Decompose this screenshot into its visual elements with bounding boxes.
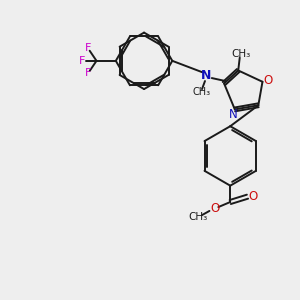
Text: CH₃: CH₃ [232,49,251,59]
Text: F: F [85,68,92,78]
Text: CH₃: CH₃ [193,87,211,97]
Text: O: O [249,190,258,202]
Text: CH₃: CH₃ [189,212,208,223]
Text: N: N [229,108,238,121]
Text: F: F [85,44,92,53]
Text: N: N [201,69,212,82]
Text: O: O [263,74,272,87]
Text: F: F [79,56,85,66]
Text: O: O [210,202,219,215]
